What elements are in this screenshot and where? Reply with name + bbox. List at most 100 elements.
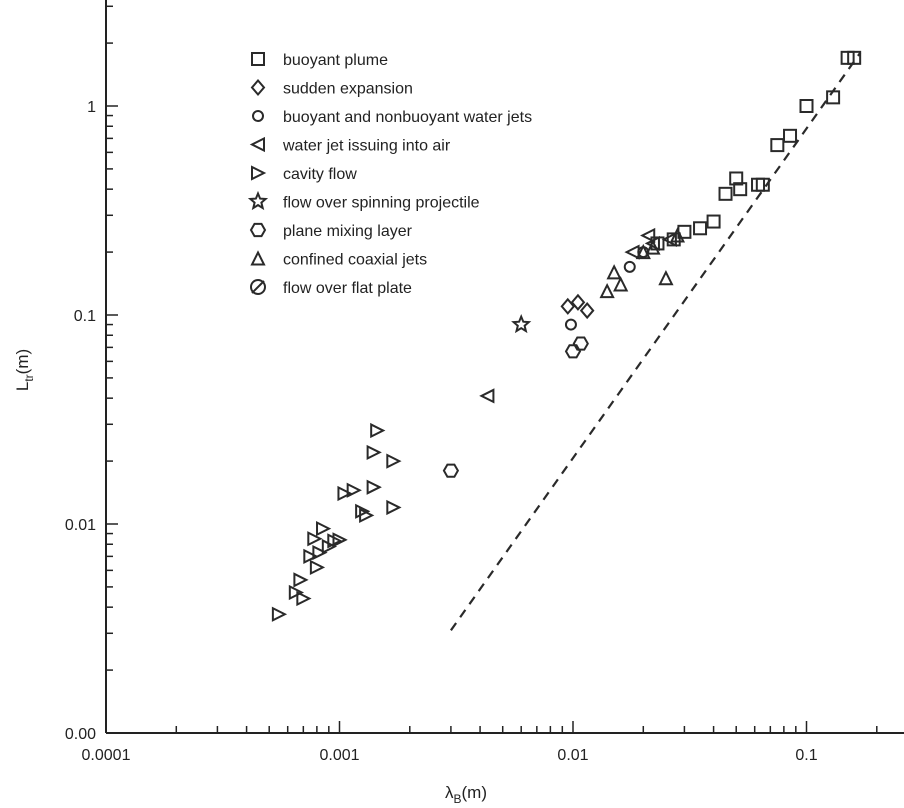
point-square <box>755 177 770 192</box>
point-hexagon <box>564 344 582 359</box>
legend-item: confined coaxial jets <box>250 250 427 269</box>
point-square <box>706 214 721 229</box>
point-triangle-left <box>479 388 495 404</box>
fit-line-group <box>450 52 862 631</box>
point-triangle-right <box>288 584 305 601</box>
point-triangle-up <box>645 239 661 255</box>
point-triangle-right <box>296 590 312 607</box>
point-triangle-right <box>293 572 309 588</box>
x-axis-label-unit: (m) <box>462 783 487 802</box>
x-tick-label: 0.01 <box>557 747 588 764</box>
legend-label: sudden expansion <box>283 81 413 98</box>
point-diamond <box>560 297 576 315</box>
point-triangle-right <box>307 531 323 547</box>
legend: buoyant plume sudden expansion buoyant and… <box>247 52 532 297</box>
legend-marker-triangle-right <box>251 165 267 181</box>
fit-line <box>450 52 862 631</box>
point-hexagon <box>572 336 589 351</box>
legend-marker-diamond <box>250 78 266 97</box>
point-triangle-right <box>366 444 382 461</box>
point-hexagon <box>442 463 460 478</box>
point-triangle-right <box>303 548 319 564</box>
point-square <box>783 128 798 143</box>
point-triangle-left <box>640 227 656 244</box>
point-triangle-up <box>613 276 629 292</box>
point-triangle-right <box>309 559 326 576</box>
x-axis-label-main: λ <box>445 783 454 802</box>
y-tick-label: 1 <box>87 99 96 116</box>
legend-marker-hexagon <box>249 222 267 238</box>
point-triangle-left <box>624 244 640 260</box>
point-square <box>718 186 733 201</box>
x-axis-label-sub: B <box>454 792 462 806</box>
legend-label: confined coaxial jets <box>283 252 427 269</box>
x-tick-label: 0.001 <box>319 747 359 764</box>
legend-item: flow over spinning projectile <box>247 190 480 212</box>
point-triangle-right <box>359 507 375 523</box>
x-axis-ticks: 0.0001 0.001 0.01 0.1 <box>82 721 878 764</box>
data-points <box>271 50 862 622</box>
point-diamond <box>579 302 595 320</box>
x-axis-label: λB(m) <box>445 783 487 806</box>
point-triangle-right <box>337 485 353 502</box>
legend-marker-circle-slash <box>250 279 266 295</box>
y-axis-label-unit: (m) <box>13 349 32 374</box>
legend-marker-circle-small <box>252 110 264 122</box>
point-circle-small <box>623 260 636 273</box>
legend-marker-triangle-up <box>250 250 266 266</box>
y-tick-label: 0.1 <box>74 308 96 325</box>
point-square <box>729 171 744 186</box>
point-triangle-right <box>316 521 332 537</box>
point-triangle-right <box>346 482 362 498</box>
y-tick-label: 0.01 <box>65 517 96 534</box>
point-triangle-up <box>606 264 622 280</box>
point-triangle-right <box>332 532 348 548</box>
legend-item: buoyant plume <box>251 52 388 69</box>
point-triangle-up <box>599 282 615 299</box>
legend-item: plane mixing layer <box>249 222 413 240</box>
y-tick-label: 0.00 <box>65 726 96 743</box>
point-square <box>799 99 814 113</box>
point-triangle-right <box>386 453 402 469</box>
legend-label: flow over flat plate <box>283 280 412 297</box>
legend-label: buoyant and nonbuoyant water jets <box>283 109 532 126</box>
point-triangle-right <box>312 544 328 561</box>
point-square <box>693 221 708 236</box>
legend-label: flow over spinning projectile <box>283 195 480 212</box>
x-tick-label: 0.1 <box>795 747 817 764</box>
legend-label: plane mixing layer <box>283 223 413 240</box>
y-axis-label: Ltr(m) <box>13 349 36 391</box>
point-triangle-up <box>669 227 686 243</box>
legend-item: cavity flow <box>251 165 357 183</box>
x-tick-label: 0.0001 <box>82 747 131 764</box>
point-star <box>511 313 532 334</box>
point-triangle-right <box>271 606 288 622</box>
point-square <box>751 177 766 192</box>
point-circle-small <box>564 318 577 331</box>
point-triangle-right <box>370 422 386 439</box>
y-axis-label-main: L <box>13 382 32 391</box>
point-triangle-right <box>366 479 382 495</box>
point-square <box>733 182 748 197</box>
point-triangle-right <box>386 499 402 516</box>
legend-marker-star <box>247 190 269 211</box>
point-triangle-up <box>635 243 651 260</box>
legend-marker-square <box>251 52 265 66</box>
legend-label: cavity flow <box>283 166 357 183</box>
y-axis-label-sub: tr <box>22 374 36 381</box>
point-triangle-up <box>658 269 674 286</box>
legend-label: buoyant plume <box>283 52 388 69</box>
point-square <box>826 90 841 105</box>
legend-item: water jet issuing into air <box>249 136 451 155</box>
point-diamond <box>570 293 586 311</box>
legend-label: water jet issuing into air <box>282 138 451 155</box>
point-square <box>847 50 862 65</box>
point-square <box>770 138 785 153</box>
legend-marker-triangle-left <box>249 136 265 153</box>
legend-item: flow over flat plate <box>250 279 412 297</box>
y-axis-ticks: 0.00 0.01 0.1 1 <box>65 5 118 743</box>
legend-item: buoyant and nonbuoyant water jets <box>252 109 532 126</box>
legend-item: sudden expansion <box>250 78 413 98</box>
point-triangle-right <box>355 503 371 519</box>
